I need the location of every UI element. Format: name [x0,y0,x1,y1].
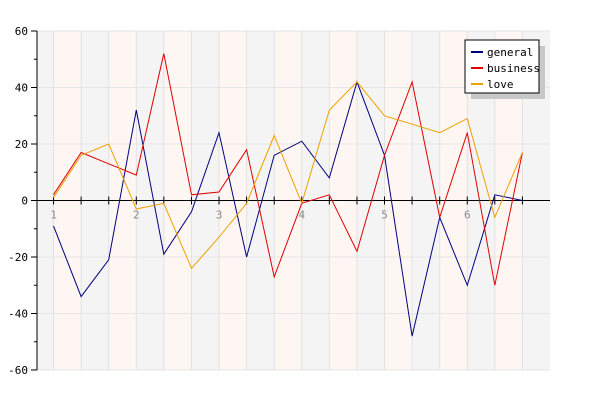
y-tick-label: 20 [15,138,28,151]
legend-label-business: business [487,62,540,75]
x-tick-label: 3 [216,209,223,222]
series-line-business [53,53,523,286]
legend: general business love [464,39,545,99]
legend-label-love: love [487,78,514,91]
y-tick-label: 40 [15,82,28,95]
series-line-general [53,80,523,337]
legend-label-general: general [487,46,533,59]
y-tick-label: -60 [8,364,28,377]
x-tick-label: 1 [50,209,57,222]
x-tick-label: 4 [298,209,305,222]
x-tick-label: 6 [464,209,471,222]
x-tick-label: 2 [133,209,140,222]
y-tick-label: -20 [8,251,28,264]
x-tick-label: 5 [381,209,388,222]
y-tick-label: 60 [15,25,28,38]
x-tick-labels: 1 2 3 4 5 6 [50,209,470,222]
series-line-love [53,81,523,270]
y-tick-label: 0 [21,195,28,208]
series-lines [53,53,523,337]
y-tick-label: -40 [8,308,28,321]
y-tick-labels: -60 -40 -20 0 20 40 60 [8,25,28,377]
